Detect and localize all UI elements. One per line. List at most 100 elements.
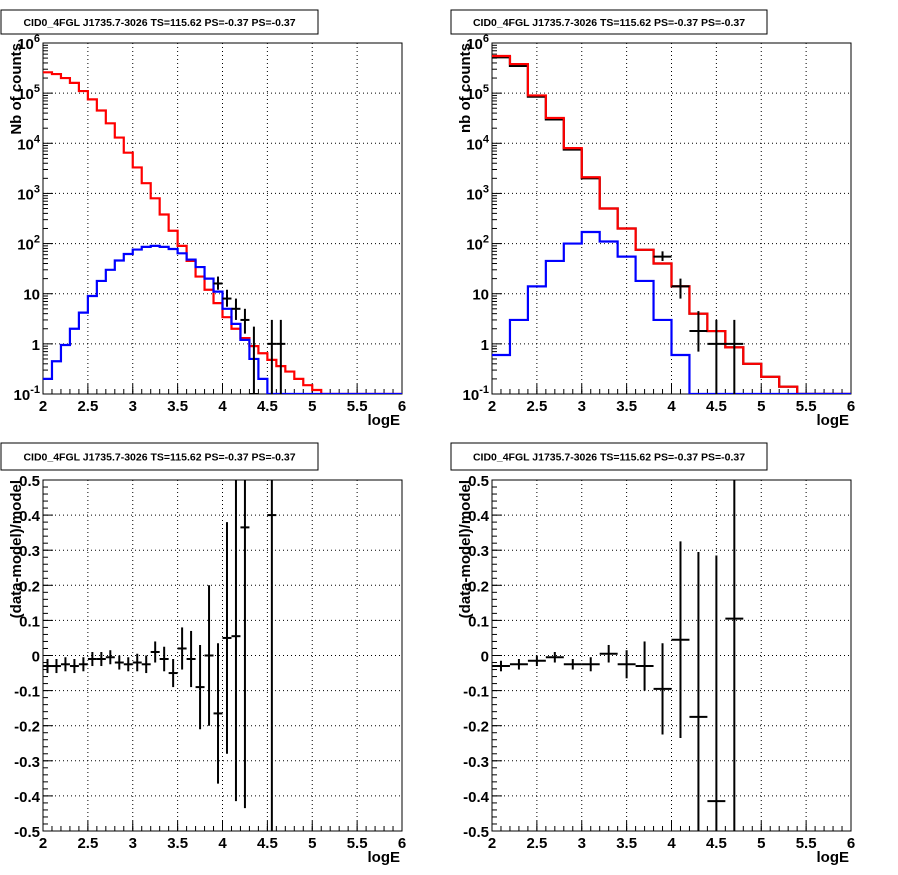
- y-tick-label: -0.2: [463, 719, 489, 736]
- x-tick-label: 3: [578, 835, 586, 852]
- x-tick-label: 4.5: [706, 398, 727, 415]
- y-tick-label: -0.5: [463, 824, 489, 841]
- y-tick-label: -0.1: [14, 684, 40, 701]
- y-axis-title: nb of counts: [457, 43, 474, 133]
- y-tick-label: 102: [466, 234, 489, 254]
- y-tick-label: -0.4: [463, 789, 490, 806]
- y-tick-label: 106: [466, 33, 489, 53]
- histogram-series-2: [43, 244, 402, 394]
- panel-3: CID0_4FGL J1735.7-3026 TS=115.62 PS=-0.3…: [0, 442, 406, 866]
- y-tick-label: 10: [472, 287, 489, 304]
- x-tick-label: 2.5: [526, 835, 547, 852]
- y-tick-label: -0.4: [14, 789, 41, 806]
- x-tick-label: 2.5: [77, 835, 98, 852]
- x-tick-label: 2: [488, 835, 496, 852]
- y-tick-label: 0.4: [19, 508, 41, 525]
- y-tick-label: 105: [17, 83, 40, 103]
- y-tick-label: 103: [466, 183, 489, 203]
- panel-title: CID0_4FGL J1735.7-3026 TS=115.62 PS=-0.3…: [23, 452, 295, 464]
- title-box: [0, 9, 319, 35]
- x-tick-label: 5.5: [347, 398, 368, 415]
- x-tick-label: 5: [757, 398, 765, 415]
- histogram-series-2: [492, 54, 851, 394]
- x-tick-label: 3.5: [616, 398, 637, 415]
- panel-2: CID0_4FGL J1735.7-3026 TS=115.62 PS=-0.3…: [450, 9, 855, 429]
- y-tick-label: 0.3: [468, 543, 489, 560]
- series-group: [43, 480, 277, 831]
- title-box: [450, 442, 768, 471]
- x-tick-label: 4: [667, 398, 676, 415]
- panel-title: CID0_4FGL J1735.7-3026 TS=115.62 PS=-0.3…: [473, 17, 745, 29]
- y-tick-label: 1: [481, 337, 489, 354]
- x-tick-label: 5.5: [796, 398, 817, 415]
- series-group: [492, 54, 851, 394]
- x-tick-label: 4.5: [257, 398, 278, 415]
- y-tick-label: 105: [466, 83, 489, 103]
- y-axis-title: Nb of counts: [8, 43, 25, 135]
- panel-title: CID0_4FGL J1735.7-3026 TS=115.62 PS=-0.3…: [23, 17, 295, 29]
- y-tick-label: 0.1: [19, 613, 40, 630]
- y-tick-label: 0.2: [19, 578, 40, 595]
- y-tick-label: 104: [17, 133, 41, 153]
- x-tick-label: 2: [39, 835, 47, 852]
- x-tick-label: 5: [308, 398, 316, 415]
- x-tick-label: 3.5: [616, 835, 637, 852]
- series-group: [492, 480, 744, 831]
- y-tick-label: -0.1: [463, 684, 489, 701]
- x-tick-label: 5: [308, 835, 316, 852]
- x-tick-label: 4.5: [257, 835, 278, 852]
- title-box: [450, 9, 768, 35]
- y-tick-label: 0.1: [468, 613, 489, 630]
- x-tick-label: 5: [757, 835, 765, 852]
- x-tick-label: 6: [398, 398, 406, 415]
- x-tick-label: 4: [218, 398, 227, 415]
- y-tick-label: 0: [481, 649, 489, 666]
- x-tick-label: 2.5: [77, 398, 98, 415]
- y-tick-label: 10: [23, 287, 40, 304]
- title-box: [0, 442, 319, 471]
- y-tick-label: -0.3: [463, 754, 489, 771]
- y-tick-label: 106: [17, 33, 40, 53]
- x-tick-label: 4.5: [706, 835, 727, 852]
- x-tick-label: 2: [488, 398, 496, 415]
- panel-4: CID0_4FGL J1735.7-3026 TS=115.62 PS=-0.3…: [450, 442, 855, 866]
- y-tick-label: -0.5: [14, 824, 40, 841]
- panel-title: CID0_4FGL J1735.7-3026 TS=115.62 PS=-0.3…: [473, 452, 745, 464]
- x-tick-label: 3: [129, 398, 137, 415]
- x-tick-label: 3.5: [167, 835, 188, 852]
- y-tick-label: 0.3: [19, 543, 40, 560]
- y-tick-label: 1: [32, 337, 40, 354]
- x-tick-label: 6: [847, 835, 855, 852]
- x-axis-title: logE: [368, 849, 401, 866]
- y-tick-label: 10-1: [14, 384, 40, 404]
- y-tick-label: 10-1: [463, 384, 489, 404]
- x-tick-label: 3: [129, 835, 137, 852]
- y-tick-label: 102: [17, 234, 40, 254]
- y-tick-label: 0.5: [19, 473, 40, 490]
- x-tick-label: 4: [667, 835, 676, 852]
- histogram-series-3: [492, 230, 851, 394]
- y-axis-title: (data-model)/model: [8, 480, 25, 618]
- series-group: [43, 71, 402, 394]
- y-tick-label: 104: [466, 133, 490, 153]
- x-tick-label: 4: [218, 835, 227, 852]
- y-axis-title: (data-model)/model: [457, 480, 474, 618]
- x-axis-title: logE: [368, 412, 401, 429]
- x-tick-label: 3: [578, 398, 586, 415]
- x-tick-label: 2.5: [526, 398, 547, 415]
- y-tick-label: 0.5: [468, 473, 489, 490]
- panel-1: CID0_4FGL J1735.7-3026 TS=115.62 PS=-0.3…: [0, 9, 406, 429]
- y-tick-label: -0.2: [14, 719, 40, 736]
- y-tick-label: 103: [17, 183, 40, 203]
- x-tick-label: 3.5: [167, 398, 188, 415]
- x-tick-label: 6: [398, 835, 406, 852]
- x-axis-title: logE: [817, 412, 850, 429]
- y-tick-label: 0.2: [468, 578, 489, 595]
- x-tick-label: 5.5: [347, 835, 368, 852]
- histogram-series-1: [43, 71, 402, 394]
- x-tick-label: 5.5: [796, 835, 817, 852]
- y-tick-label: 0.4: [468, 508, 490, 525]
- y-tick-label: -0.3: [14, 754, 40, 771]
- x-tick-label: 6: [847, 398, 855, 415]
